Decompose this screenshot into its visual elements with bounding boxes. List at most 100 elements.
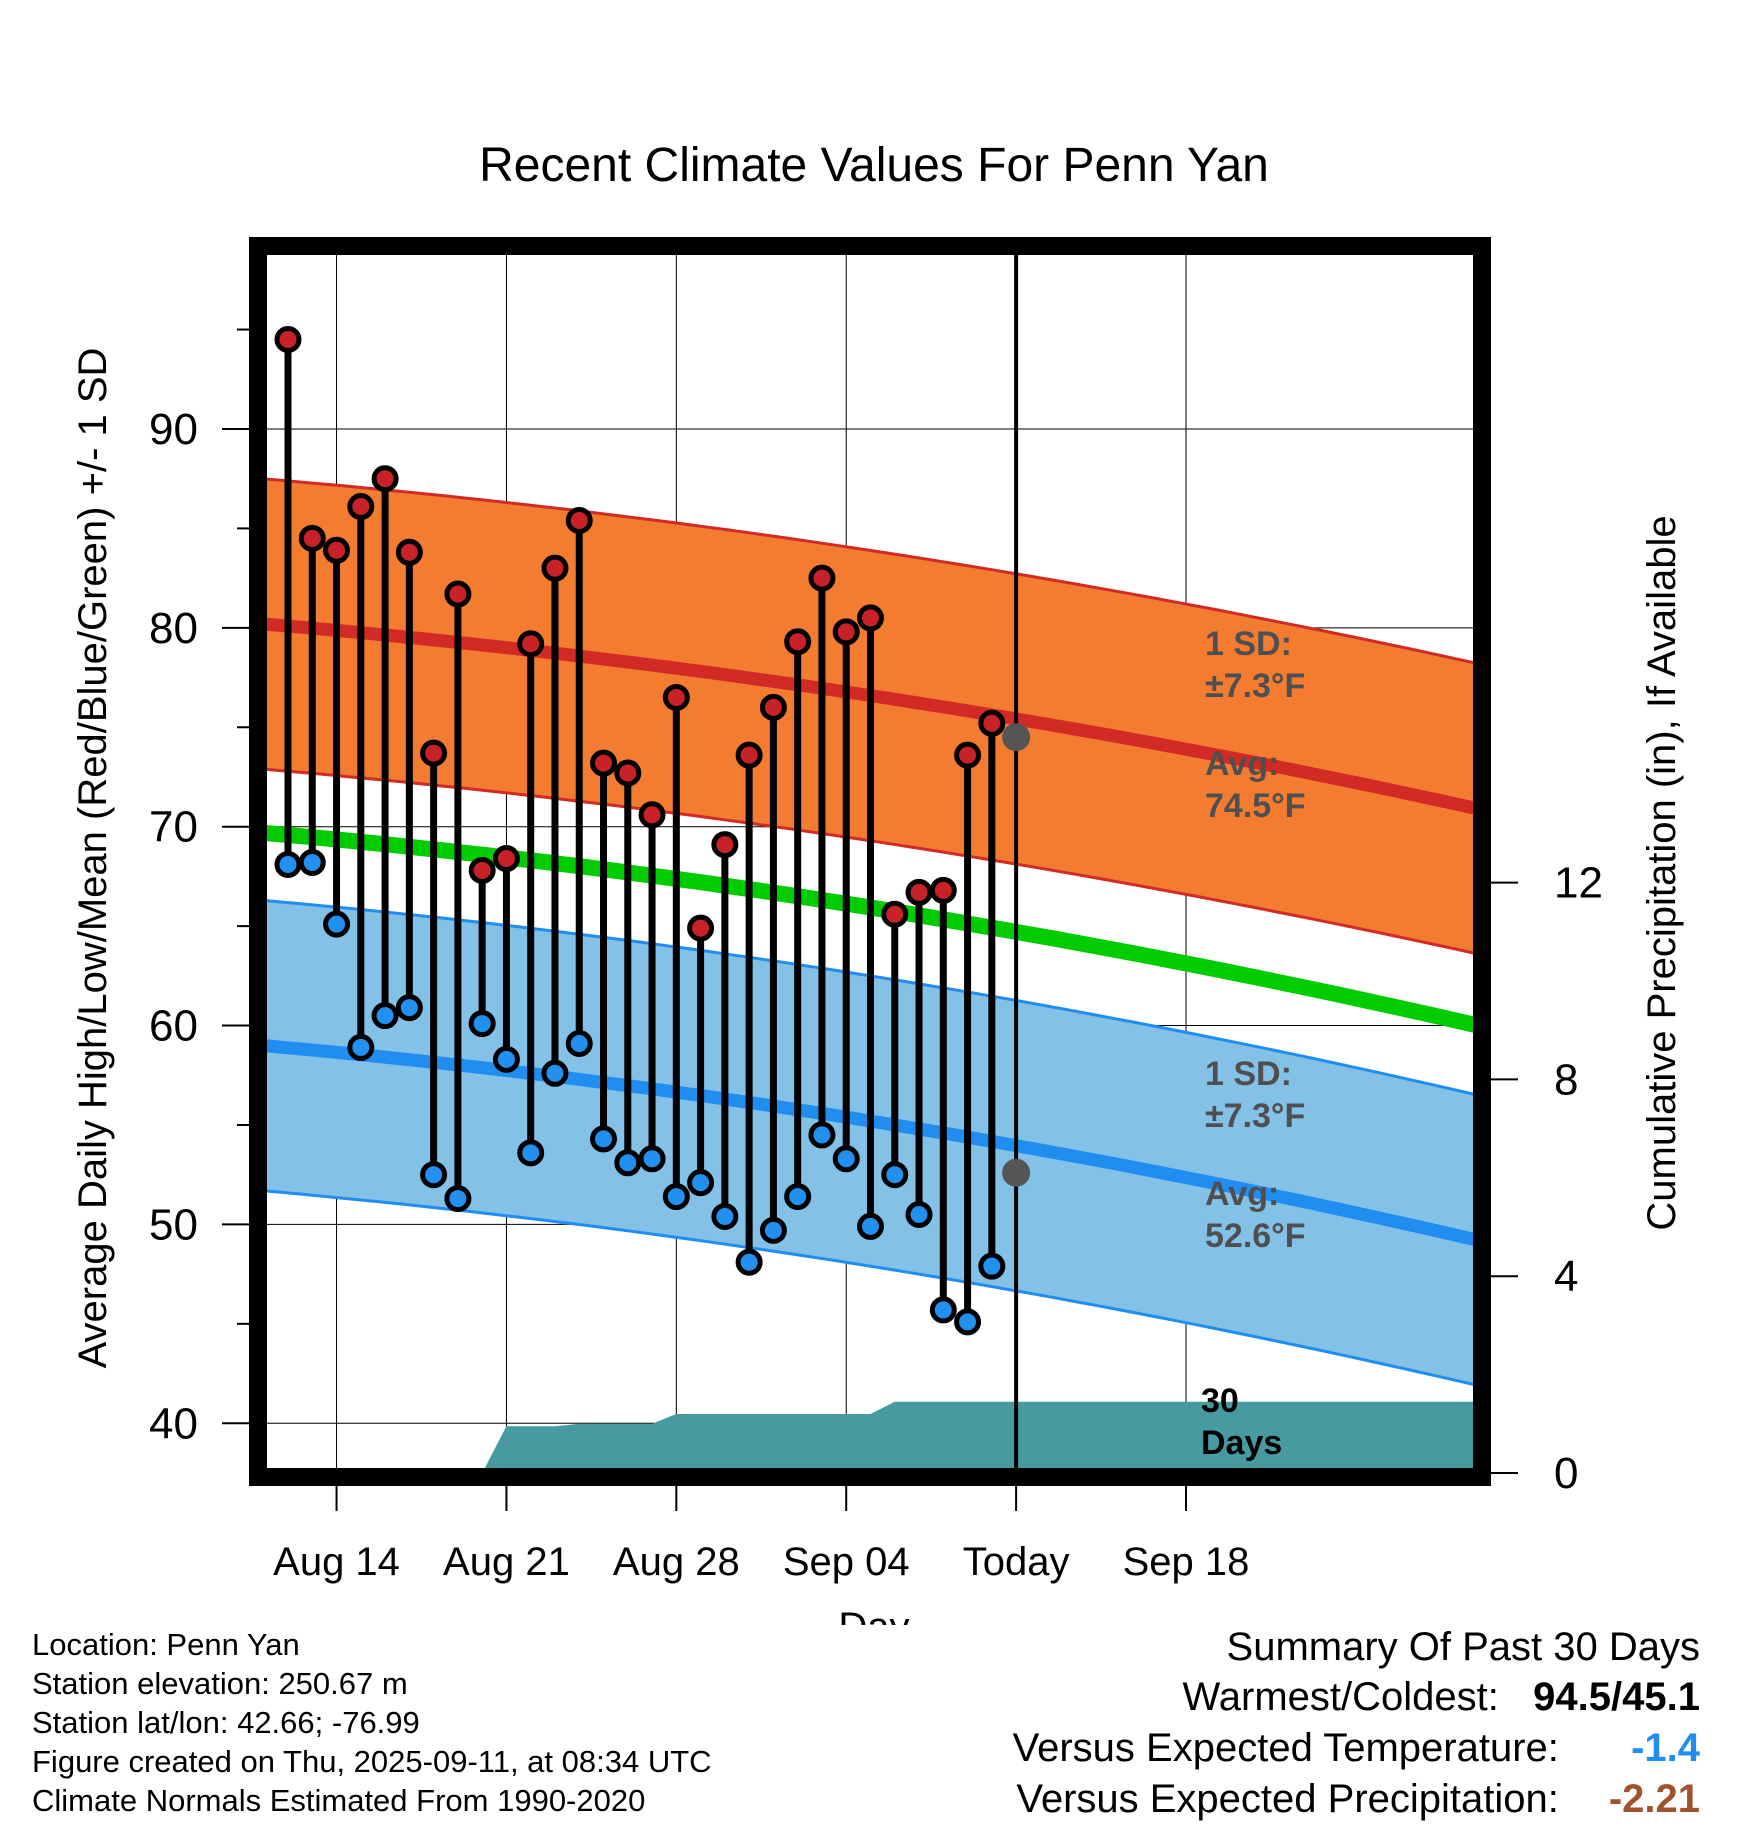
x-axis-label: Day <box>838 1605 909 1625</box>
normals-text: Climate Normals Estimated From 1990-2020 <box>32 1783 646 1818</box>
daily-low-point <box>565 1029 593 1057</box>
daily-high-point <box>735 741 763 769</box>
daily-high-point <box>444 580 472 608</box>
daily-high-point <box>832 618 860 646</box>
daily-low-point <box>492 1045 520 1073</box>
daily-high-point <box>759 693 787 721</box>
daily-high-point <box>492 845 520 873</box>
y2-tick-label: 4 <box>1554 1252 1578 1301</box>
elevation-text: Station elevation: 250.67 m <box>32 1666 408 1701</box>
daily-high-point <box>687 914 715 942</box>
summary-panel: Summary Of Past 30 Days Warmest/Coldest:… <box>1013 1622 1700 1825</box>
temp-value: -1.4 <box>1631 1726 1700 1770</box>
y-axis-label: Average Daily High/Low/Mean (Red/Blue/Gr… <box>71 348 115 1369</box>
daily-high-point <box>517 630 545 658</box>
normal-low-band-lower <box>262 1189 1478 1387</box>
daily-high-point <box>298 524 326 552</box>
x-tick-label: Today <box>963 1540 1070 1584</box>
y2-tick-label: 8 <box>1554 1055 1578 1104</box>
daily-high-point <box>856 604 884 632</box>
daily-high-point <box>614 759 642 787</box>
precip-label: Versus Expected Precipitation: <box>1016 1777 1559 1821</box>
y-tick-label: 60 <box>149 1002 198 1051</box>
precip-row: Versus Expected Precipitation: -2.21 <box>1013 1774 1700 1825</box>
daily-high-point <box>420 739 448 767</box>
daily-low-point <box>395 994 423 1022</box>
daily-low-point <box>444 1185 472 1213</box>
daily-low-point <box>298 848 326 876</box>
climate-chart: 1 SD: ±7.3°F Avg: 74.5°F 1 SD: ±7.3°F Avg: 52.6… <box>71 139 1684 1625</box>
plot-frame <box>249 237 1491 1486</box>
daily-high-point <box>274 325 302 353</box>
daily-low-point <box>687 1169 715 1197</box>
daily-low-point <box>735 1248 763 1276</box>
x-tick-label: Sep 04 <box>783 1540 910 1584</box>
precip-value: -2.21 <box>1608 1777 1700 1821</box>
days-annotation: 30 Days <box>1201 1382 1282 1462</box>
warmest-value: 94.5/45.1 <box>1533 1675 1700 1719</box>
daily-low-point <box>638 1145 666 1173</box>
daily-low-point <box>711 1202 739 1230</box>
x-tick-label: Aug 21 <box>443 1540 570 1584</box>
today-high-avg-marker <box>1002 723 1031 752</box>
y-tick-label: 80 <box>149 604 198 653</box>
y-tick-label: 70 <box>149 803 198 852</box>
daily-low-point <box>784 1183 812 1211</box>
plot-area: 1 SD: ±7.3°F Avg: 74.5°F 1 SD: ±7.3°F Avg: 52.6… <box>262 250 1478 1473</box>
warmest-label: Warmest/Coldest: <box>1182 1675 1499 1719</box>
daily-low-point <box>662 1183 690 1211</box>
warmest-row: Warmest/Coldest: 94.5/45.1 <box>1013 1672 1701 1723</box>
daily-low-point <box>371 1002 399 1030</box>
daily-high-point <box>954 741 982 769</box>
daily-high-point <box>905 878 933 906</box>
normal-high-band-upper <box>262 477 1478 666</box>
daily-low-point <box>954 1308 982 1336</box>
location-text: Location: Penn Yan <box>32 1627 300 1662</box>
chart-title: Recent Climate Values For Penn Yan <box>479 139 1269 192</box>
x-tick-label: Sep 18 <box>1123 1540 1250 1584</box>
daily-high-point <box>565 506 593 534</box>
daily-low-point <box>929 1296 957 1324</box>
precipitation-area <box>288 1401 1478 1473</box>
daily-high-point <box>395 538 423 566</box>
daily-low-point <box>759 1216 787 1244</box>
latlon-text: Station lat/lon: 42.66; -76.99 <box>32 1705 420 1740</box>
y2-axis-label: Cumulative Precipitation (in), If Availa… <box>1640 515 1684 1230</box>
daily-low-point <box>590 1125 618 1153</box>
daily-low-point <box>614 1149 642 1177</box>
high-avg-annotation: Avg: 74.5°F <box>1205 745 1306 825</box>
daily-low-point <box>905 1200 933 1228</box>
daily-low-point <box>856 1212 884 1240</box>
daily-high-point <box>978 709 1006 737</box>
today-low-avg-marker <box>1002 1158 1031 1187</box>
daily-high-point <box>590 749 618 777</box>
daily-high-point <box>929 876 957 904</box>
y-tick-label: 40 <box>149 1399 198 1448</box>
daily-high-point <box>808 564 836 592</box>
daily-high-point <box>662 683 690 711</box>
low-avg-annotation: Avg: 52.6°F <box>1205 1175 1306 1255</box>
station-info: Location: Penn Yan Station elevation: 25… <box>32 1625 712 1820</box>
daily-high-point <box>468 856 496 884</box>
daily-low-point <box>881 1161 909 1189</box>
x-tick-label: Aug 14 <box>273 1540 400 1584</box>
x-tick-label: Aug 28 <box>613 1540 740 1584</box>
daily-high-point <box>371 465 399 493</box>
daily-low-point <box>420 1161 448 1189</box>
y-tick-label: 50 <box>149 1200 198 1249</box>
low-sd-annotation: 1 SD: ±7.3°F <box>1205 1055 1305 1135</box>
temp-label: Versus Expected Temperature: <box>1012 1726 1559 1770</box>
daily-high-point <box>881 900 909 928</box>
daily-high-point <box>541 554 569 582</box>
temp-row: Versus Expected Temperature: -1.4 <box>1013 1723 1700 1774</box>
y-tick-label: 90 <box>149 405 198 454</box>
daily-high-point <box>784 628 812 656</box>
y2-tick-label: 0 <box>1554 1449 1578 1498</box>
daily-high-point <box>347 493 375 521</box>
daily-high-point <box>711 831 739 859</box>
daily-low-point <box>468 1010 496 1038</box>
daily-low-point <box>978 1252 1006 1280</box>
summary-title: Summary Of Past 30 Days <box>1226 1625 1700 1669</box>
daily-low-point <box>274 850 302 878</box>
daily-high-point <box>638 801 666 829</box>
